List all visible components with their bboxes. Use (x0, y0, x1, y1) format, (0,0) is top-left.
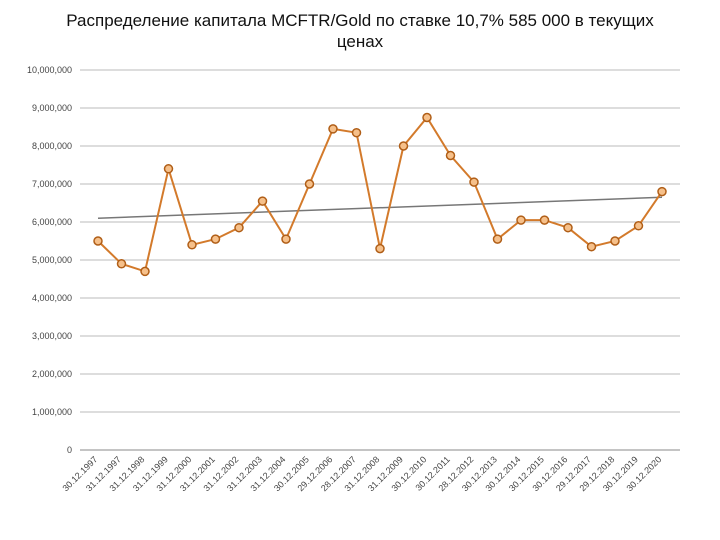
y-tick-label: 9,000,000 (32, 103, 72, 113)
data-point (165, 165, 173, 173)
y-tick-label: 4,000,000 (32, 293, 72, 303)
data-point (400, 142, 408, 150)
y-tick-label: 6,000,000 (32, 217, 72, 227)
data-point (282, 235, 290, 243)
data-point (141, 267, 149, 275)
chart-title: Распределение капитала MCFTR/Gold по ста… (0, 0, 720, 53)
data-point (306, 180, 314, 188)
data-point (235, 224, 243, 232)
data-point (470, 178, 478, 186)
data-point (517, 216, 525, 224)
data-point (353, 129, 361, 137)
data-point (611, 237, 619, 245)
data-point (658, 188, 666, 196)
y-tick-label: 5,000,000 (32, 255, 72, 265)
y-tick-label: 2,000,000 (32, 369, 72, 379)
chart-container: Распределение капитала MCFTR/Gold по ста… (0, 0, 720, 540)
y-tick-label: 7,000,000 (32, 179, 72, 189)
data-point (376, 245, 384, 253)
data-point (188, 241, 196, 249)
plot-area: 01,000,0002,000,0003,000,0004,000,0005,0… (80, 70, 680, 450)
data-point (94, 237, 102, 245)
y-tick-label: 3,000,000 (32, 331, 72, 341)
data-point (588, 243, 596, 251)
data-point (259, 197, 267, 205)
data-point (118, 260, 126, 268)
y-grid: 0 1,000,000 2,000,000 3,000,000 4,000,000 5,0… (27, 65, 680, 455)
data-point (541, 216, 549, 224)
y-tick-label: 1,000,000 (32, 407, 72, 417)
y-tick-label: 0 (67, 445, 72, 455)
x-axis-labels: 30.12.199731.12.199731.12.199831.12.1999… (60, 454, 663, 493)
data-point (329, 125, 337, 133)
data-point (564, 224, 572, 232)
data-point (212, 235, 220, 243)
y-tick-label: 10,000,000 (27, 65, 72, 75)
data-point (447, 152, 455, 160)
data-point (423, 114, 431, 122)
chart-svg: 01,000,0002,000,0003,000,0004,000,0005,0… (80, 70, 680, 530)
title-text: Распределение капитала MCFTR/Gold по ста… (66, 11, 653, 51)
data-point (494, 235, 502, 243)
y-tick-label: 8,000,000 (32, 141, 72, 151)
data-point (635, 222, 643, 230)
